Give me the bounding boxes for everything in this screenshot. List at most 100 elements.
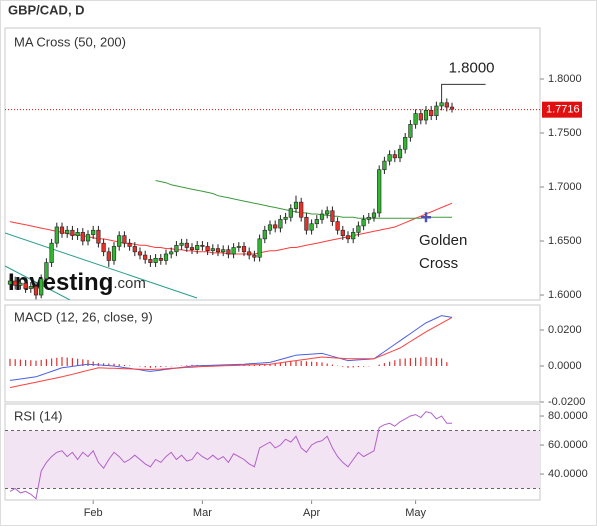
candle-body: [80, 232, 85, 242]
candle-body: [314, 219, 319, 225]
candle-body: [28, 286, 33, 289]
candle-body: [158, 258, 163, 261]
rsi-band: [5, 430, 540, 489]
moving-average: [155, 180, 452, 219]
main-panel: [4, 27, 541, 301]
x-tick-label: Mar: [193, 507, 212, 519]
candle-body: [236, 246, 241, 248]
candle-body: [408, 124, 413, 138]
candle-body: [434, 105, 439, 117]
candle-body: [403, 137, 408, 150]
candle-body: [23, 282, 28, 289]
candle-body: [132, 246, 137, 253]
candle-body: [449, 106, 455, 110]
y-tick-label: 1.7000: [548, 181, 582, 193]
candle-body: [257, 238, 262, 258]
candle-body: [345, 235, 351, 240]
candle-body: [117, 235, 122, 247]
candle-body: [54, 226, 59, 244]
panel-label: RSI (14): [14, 408, 62, 423]
candle-body: [309, 223, 314, 231]
candle-body: [356, 225, 361, 233]
candle-body: [127, 242, 132, 247]
y-tick-label: -0.0200: [548, 396, 585, 408]
golden-cross-marker: [421, 212, 431, 223]
y-tick-label: 0.0200: [548, 324, 582, 336]
candle-body: [200, 245, 205, 247]
candle-body: [49, 242, 54, 263]
y-tick-label: 40.0000: [548, 468, 588, 480]
y-tick-label: 60.0000: [548, 439, 588, 451]
watermark-suffix: .com: [113, 275, 146, 292]
candle-body: [205, 246, 210, 252]
panel-label: MACD (12, 26, close, 9): [14, 309, 153, 324]
last-price-box: [542, 101, 582, 118]
y-tick-label: 80.0000: [548, 410, 588, 422]
candle-body: [444, 102, 449, 108]
candle-body: [143, 254, 148, 260]
candle-body: [111, 246, 117, 261]
candle-body: [179, 242, 184, 246]
candle-body: [392, 154, 397, 159]
candle-body: [153, 258, 158, 263]
candle-body: [304, 216, 309, 231]
annotation-leader: [441, 83, 486, 99]
candle-body: [96, 229, 101, 244]
candle-body: [371, 212, 377, 218]
candle-body: [70, 229, 75, 236]
candle-body: [122, 235, 127, 244]
candle-body: [247, 251, 252, 256]
candle-body: [39, 278, 44, 296]
trend-line: [5, 232, 198, 299]
candle-body: [210, 248, 215, 252]
candle-body: [221, 249, 226, 253]
candle-body: [195, 245, 200, 250]
candle-body: [283, 216, 288, 220]
macd-line: [9, 316, 453, 389]
last-price-label: 1.7716: [546, 104, 580, 116]
candle-body: [273, 224, 278, 229]
watermark-main: Investing: [8, 269, 113, 296]
candle-body: [75, 232, 80, 236]
candle-body: [366, 216, 371, 220]
candle-body: [299, 201, 304, 218]
candle-body: [106, 251, 111, 261]
plot-area: [7, 98, 455, 300]
candle-body: [377, 169, 382, 214]
candle-body: [423, 110, 429, 121]
candle-body: [18, 282, 23, 286]
candle-body: [13, 280, 18, 286]
candle-body: [33, 286, 39, 296]
x-tick-label: Apr: [303, 507, 320, 519]
macd-panel: [4, 304, 541, 403]
candle-body: [267, 224, 273, 231]
trend-lines: [5, 232, 198, 300]
y-tick-label: 1.6500: [548, 235, 582, 247]
candle-body: [293, 201, 299, 209]
candle-body: [137, 251, 143, 256]
candle-body: [278, 219, 283, 229]
candle-body: [148, 259, 153, 263]
panel-label: MA Cross (50, 200): [14, 34, 126, 49]
candle-body: [163, 253, 169, 261]
y-tick-label: 1.7500: [548, 127, 582, 139]
candle-body: [231, 247, 236, 255]
candle-body: [429, 110, 434, 117]
candle-body: [226, 249, 231, 255]
candle-body: [319, 213, 325, 220]
candle-body: [169, 251, 174, 255]
chart-title: GBP/CAD, D: [8, 2, 85, 17]
x-tick-label: May: [405, 507, 426, 519]
rsi-line: [9, 411, 452, 500]
candle-body: [85, 234, 91, 242]
candle-body: [340, 229, 345, 236]
candle-body: [252, 254, 257, 258]
candle-body: [387, 154, 392, 162]
x-tick-label: Feb: [84, 507, 103, 519]
candle-body: [91, 229, 96, 235]
candle-body: [382, 160, 387, 171]
candle-body: [174, 245, 179, 253]
candle-body: [413, 113, 418, 125]
candle-body: [44, 262, 49, 280]
